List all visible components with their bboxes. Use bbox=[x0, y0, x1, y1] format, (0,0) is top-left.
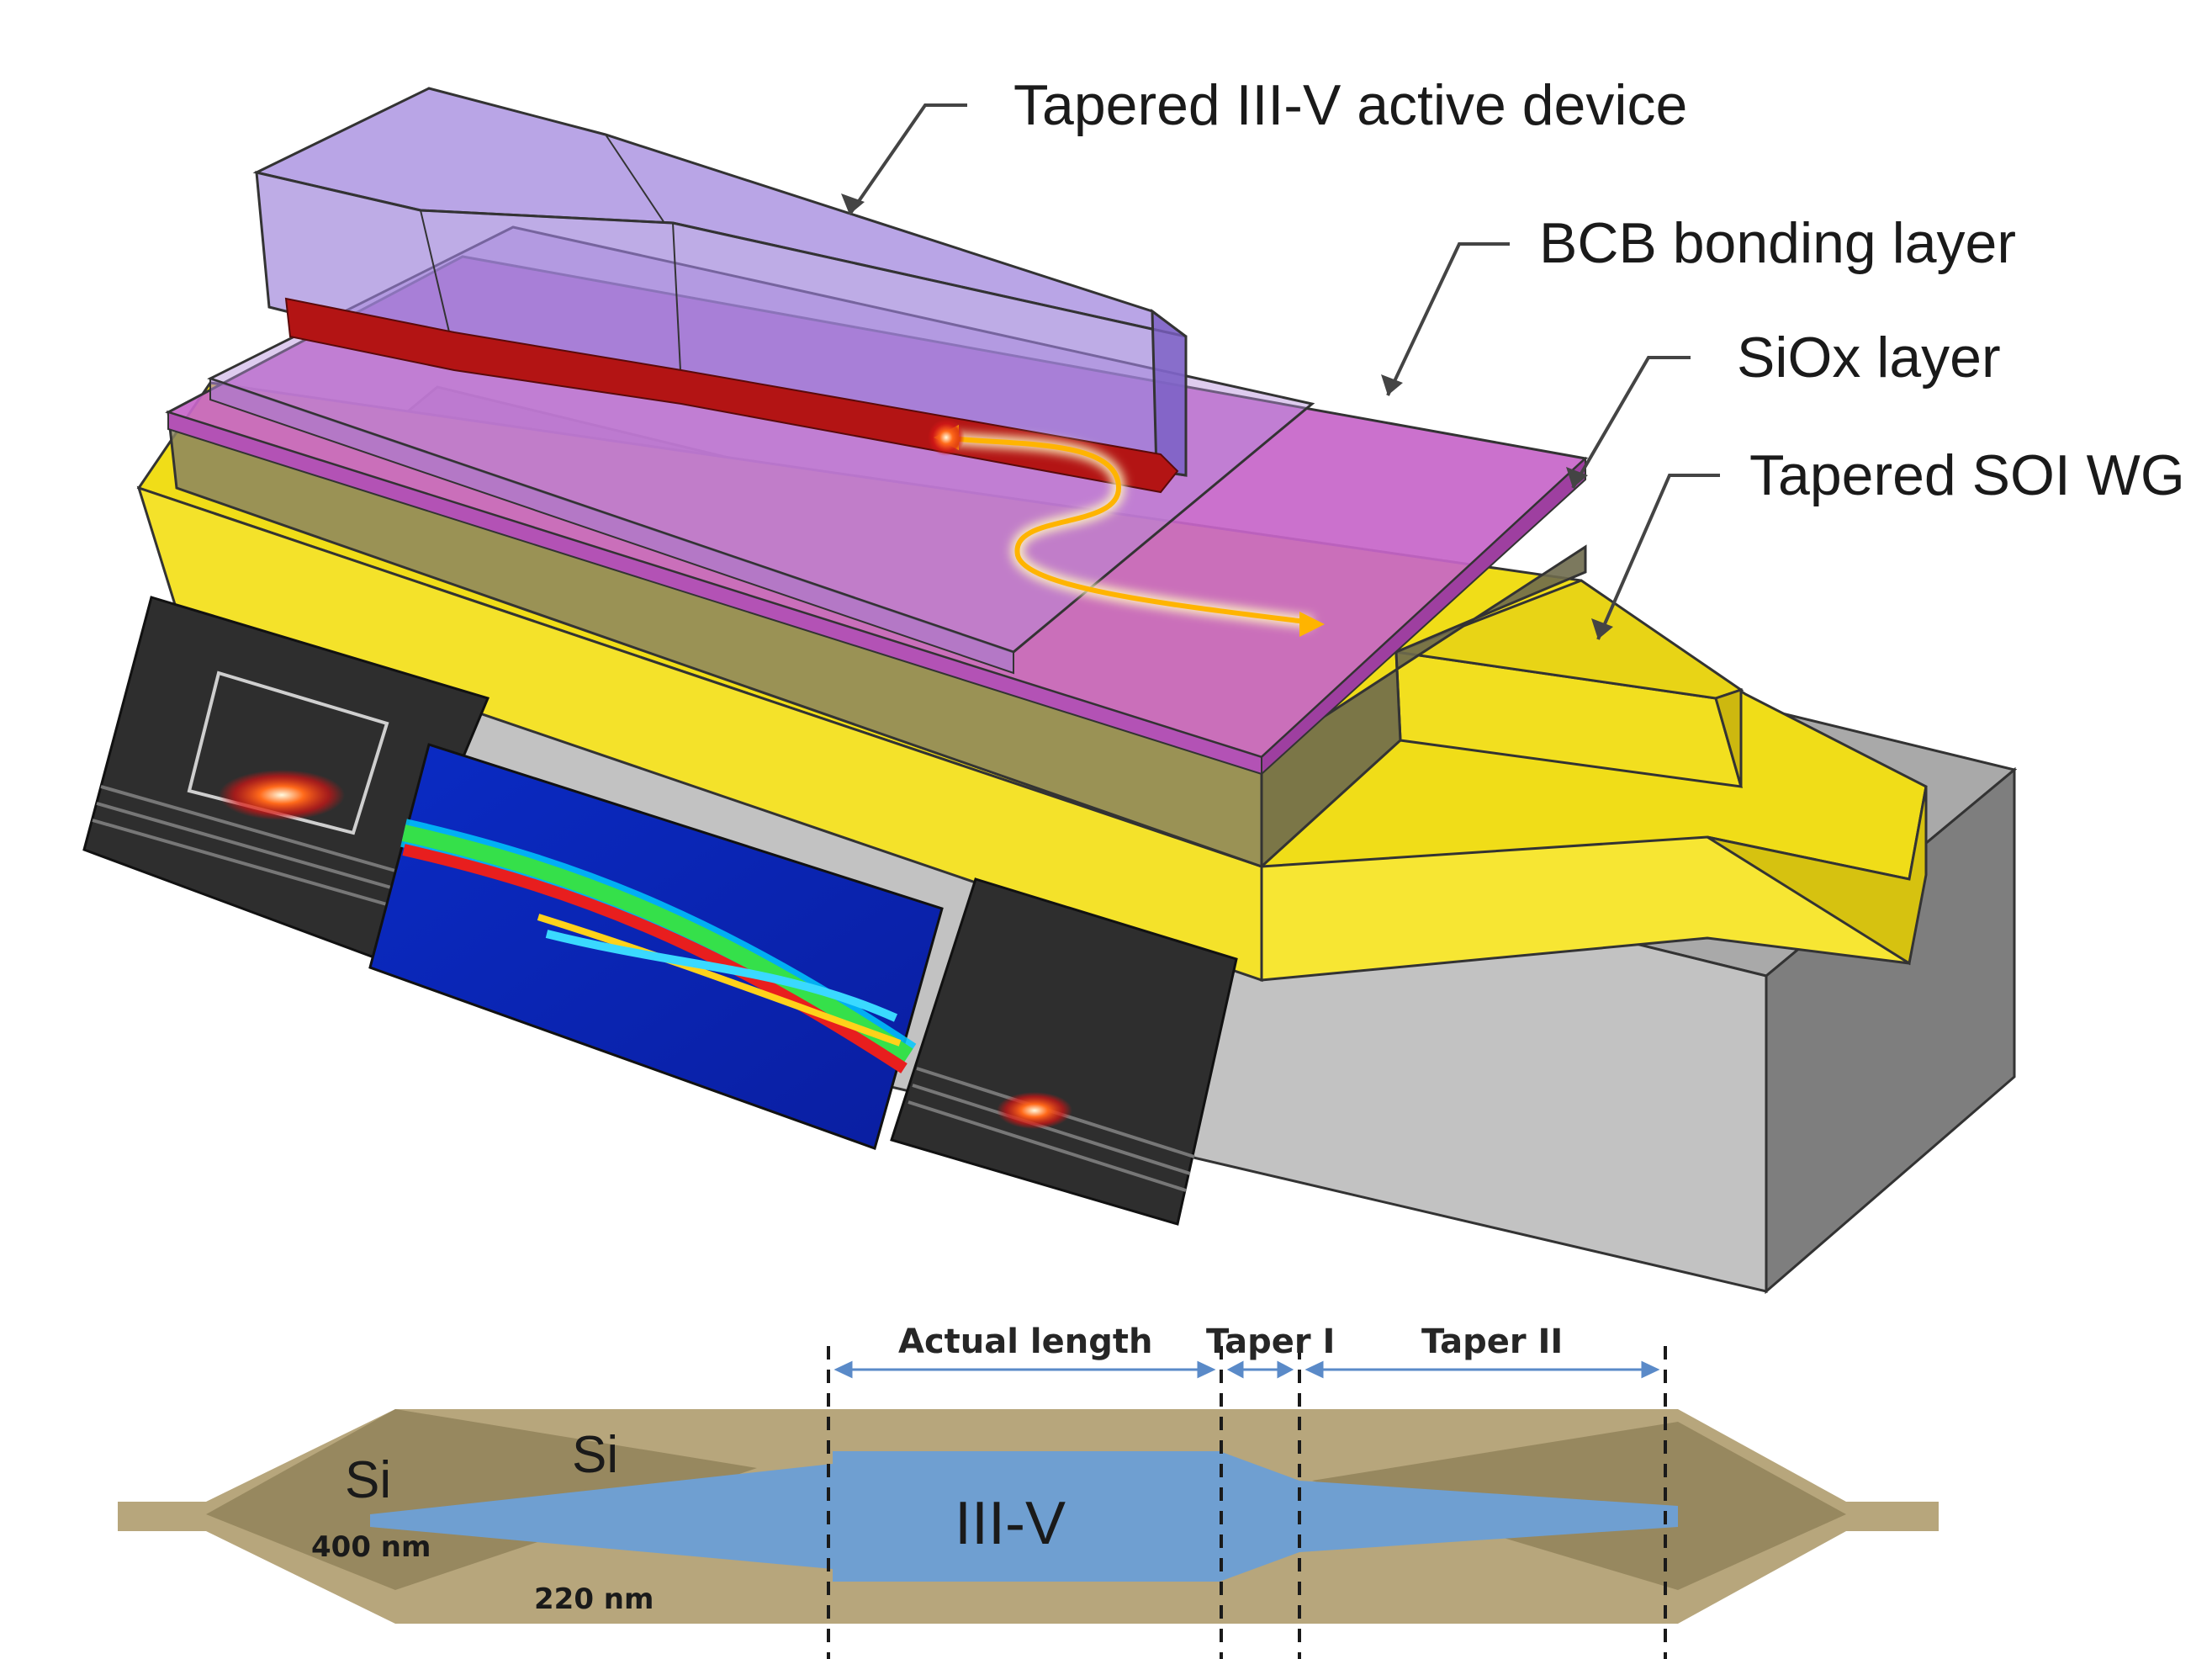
callout-arrowheads bbox=[841, 193, 1613, 639]
leader-soi bbox=[1596, 474, 1720, 640]
label-taper-1: Taper I bbox=[1206, 1322, 1335, 1361]
section-boundaries bbox=[827, 1346, 1667, 1659]
callout-siox-layer: SiOx layer bbox=[1737, 326, 2001, 390]
leader-bcb bbox=[1386, 242, 1510, 396]
callout-soi-wg: Tapered SOI WG bbox=[1749, 443, 2185, 507]
callout-leaders bbox=[848, 103, 1720, 640]
label-si-mid: Si bbox=[572, 1426, 618, 1484]
callout-iiiv-device: Tapered III-V active device bbox=[1013, 73, 1687, 137]
mode-profile-left bbox=[82, 596, 490, 961]
label-iiiv: III-V bbox=[955, 1490, 1066, 1557]
taper-top-view: Actual length Taper I Taper II Si Si III… bbox=[118, 1322, 1939, 1659]
mode-profile-right bbox=[890, 877, 1238, 1226]
label-si-left: Si bbox=[345, 1451, 391, 1509]
mode-field-simulation bbox=[368, 743, 944, 1150]
dimension-arrows bbox=[833, 1360, 1660, 1379]
label-220nm: 220 nm bbox=[534, 1582, 654, 1616]
label-taper-2: Taper II bbox=[1421, 1322, 1563, 1361]
label-actual-length: Actual length bbox=[898, 1322, 1152, 1361]
label-400nm: 400 nm bbox=[311, 1530, 431, 1564]
leader-siox bbox=[1571, 356, 1691, 490]
leader-iiiv bbox=[848, 103, 967, 216]
device-3d-diagram: Tapered III-V active device BCB bonding … bbox=[82, 73, 2185, 1295]
light-path-arrow bbox=[928, 419, 1325, 637]
callout-bcb-layer: BCB bonding layer bbox=[1539, 211, 2016, 275]
